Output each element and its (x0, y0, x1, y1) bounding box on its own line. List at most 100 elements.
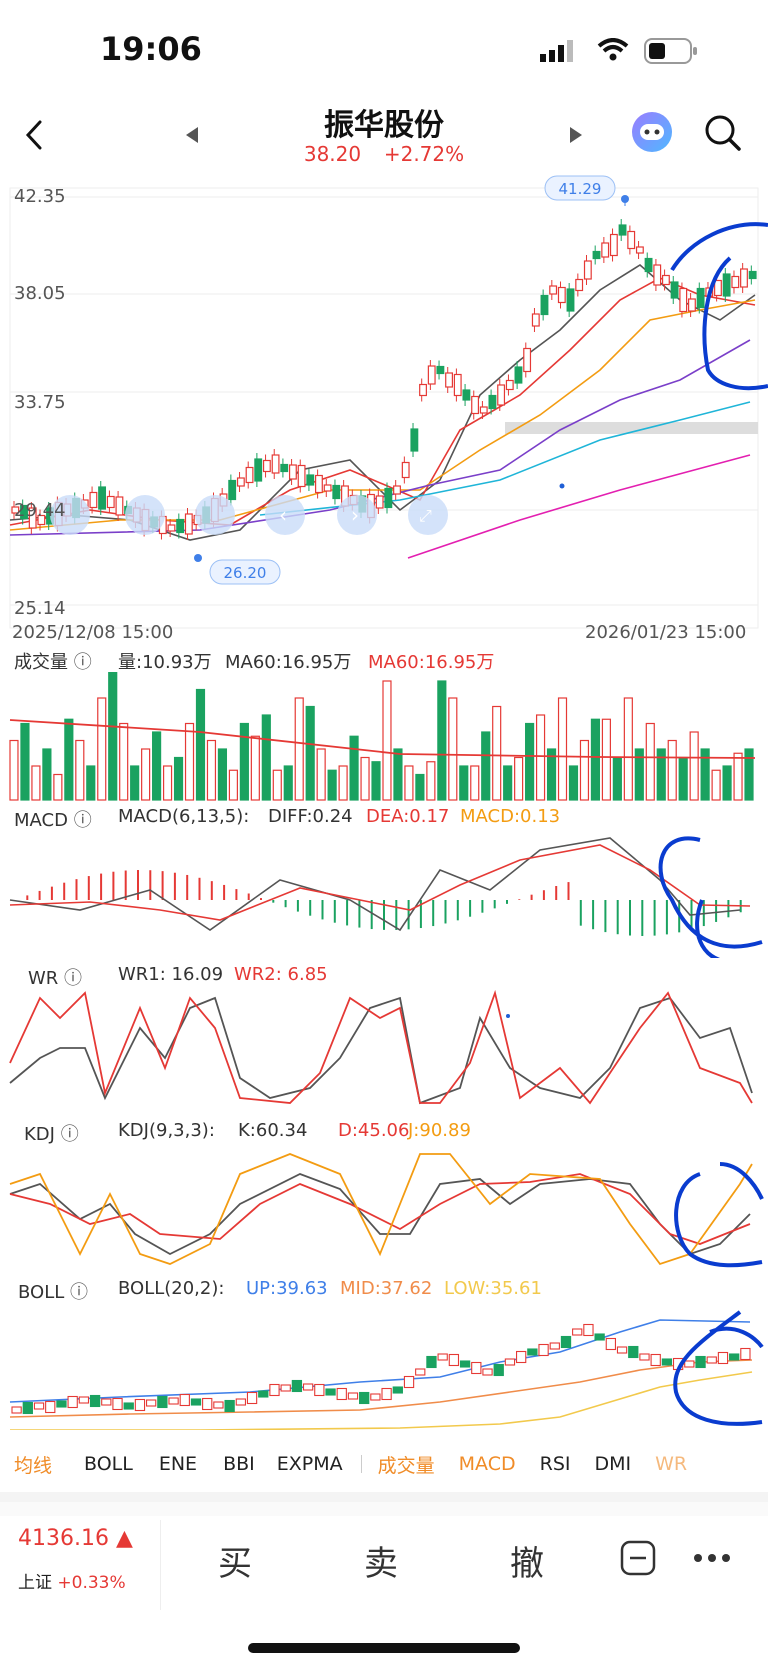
back-icon[interactable] (22, 118, 46, 156)
volume-bar (305, 705, 315, 801)
kdj-chart[interactable] (0, 1144, 768, 1274)
volume-bar (525, 722, 535, 801)
collapse-icon[interactable] (620, 1540, 656, 1580)
boll-candle (504, 1358, 516, 1366)
boll-candle (538, 1343, 549, 1357)
kdj-j: J:90.89 (408, 1120, 471, 1141)
volume-bar (195, 688, 206, 801)
volume-bar (733, 752, 743, 801)
prev-stock-icon[interactable] (184, 126, 200, 148)
boll-candle (616, 1346, 628, 1354)
tab-bbi[interactable]: BBI (223, 1453, 255, 1475)
boll-chart[interactable] (0, 1302, 768, 1430)
candle (583, 260, 592, 280)
boll-candle (661, 1358, 673, 1366)
battery-icon (644, 38, 700, 68)
wr2-value: WR2: 6.85 (234, 964, 328, 985)
macd-diff: DIFF:0.24 (268, 806, 353, 827)
volume-bar (426, 761, 436, 801)
candle (297, 464, 306, 488)
volume-bar (239, 722, 249, 801)
boll-candle (168, 1397, 179, 1405)
boll-candle (22, 1401, 33, 1415)
volume-bar (119, 722, 129, 801)
boll-title[interactable]: BOLL ⓘ (18, 1282, 88, 1303)
tab-ma[interactable]: 均线 (14, 1454, 53, 1477)
boll-candle (179, 1393, 190, 1407)
volume-bar (503, 765, 513, 801)
volume-bar (492, 705, 502, 801)
tab-rsi[interactable]: RSI (539, 1453, 571, 1475)
candle (37, 514, 46, 526)
boll-candle (403, 1375, 415, 1389)
boll-candle (258, 1390, 269, 1398)
candle (618, 224, 627, 236)
more-icon[interactable] (692, 1550, 732, 1569)
boll-candle (190, 1398, 202, 1406)
candle (89, 491, 98, 509)
next-stock-icon[interactable] (568, 126, 584, 148)
volume-bar (634, 748, 644, 801)
volume-bar (349, 735, 359, 801)
volume-bar (700, 748, 710, 801)
candle (566, 288, 575, 312)
candle (288, 464, 297, 480)
volume-chart[interactable] (0, 672, 768, 804)
sell-button[interactable]: 卖 (364, 1544, 398, 1584)
volume-bar (590, 718, 601, 801)
indicator-tabs: 均线 BOLL ENE BBI EXPMA 成交量 MACD RSI DMI W… (0, 1446, 768, 1482)
price: 38.20 (303, 142, 362, 166)
macd-title[interactable]: MACD ⓘ (14, 810, 92, 831)
price-change: +2.72% (383, 142, 465, 166)
volume-bar (557, 697, 568, 801)
kdj-d: D:45.06 (338, 1120, 410, 1141)
assistant-icon[interactable] (630, 110, 674, 158)
cancel-button[interactable]: 撤 (510, 1544, 544, 1584)
wr-chart[interactable] (0, 988, 768, 1114)
boll-candle (717, 1351, 729, 1365)
index-value[interactable]: 4136.16 ▲ (18, 1526, 133, 1551)
boll-candle (314, 1383, 325, 1397)
boll-candle (269, 1383, 280, 1397)
tab-ene[interactable]: ENE (158, 1453, 198, 1475)
nav-bubble (50, 495, 90, 535)
tab-volume[interactable]: 成交量 (377, 1454, 435, 1477)
price-chart[interactable]: ‹ › ⤢ (0, 170, 768, 640)
tab-wr[interactable]: WR (655, 1453, 688, 1475)
boll-candles (11, 1323, 751, 1415)
volume-title[interactable]: 成交量 ⓘ (14, 652, 92, 673)
buy-button[interactable]: 买 (218, 1544, 252, 1584)
volume-bar (579, 739, 590, 801)
kdj-title[interactable]: KDJ ⓘ (24, 1124, 79, 1145)
tab-dmi[interactable]: DMI (594, 1453, 632, 1475)
annotation-mark (674, 1162, 764, 1268)
candle (748, 270, 757, 280)
volume-bar (173, 756, 184, 801)
index-info[interactable]: 上证 +0.33% (18, 1568, 126, 1593)
candle (98, 486, 107, 510)
candle (427, 365, 436, 385)
macd-chart[interactable] (0, 830, 768, 958)
boll-candle (347, 1392, 359, 1400)
candle (453, 373, 462, 397)
tab-expma[interactable]: EXPMA (276, 1453, 343, 1475)
tab-boll[interactable]: BOLL (84, 1453, 133, 1475)
volume-bar (656, 748, 666, 801)
index-name: 上证 (18, 1573, 52, 1593)
stock-name: 振华股份 (324, 108, 444, 143)
nav-left-icon (265, 495, 305, 535)
volume-bar (459, 765, 469, 801)
candle (653, 264, 662, 286)
candle (679, 287, 688, 313)
candle (714, 279, 722, 297)
candle (514, 366, 523, 384)
wifi-icon (597, 38, 629, 66)
boll-candle (650, 1353, 661, 1367)
boll-candle (729, 1353, 740, 1361)
candle (245, 466, 254, 484)
search-icon[interactable] (704, 114, 742, 156)
tab-macd[interactable]: MACD (458, 1453, 516, 1475)
boll-candle (78, 1396, 90, 1404)
volume-bars (9, 672, 754, 801)
wr-title[interactable]: WR ⓘ (28, 968, 83, 989)
